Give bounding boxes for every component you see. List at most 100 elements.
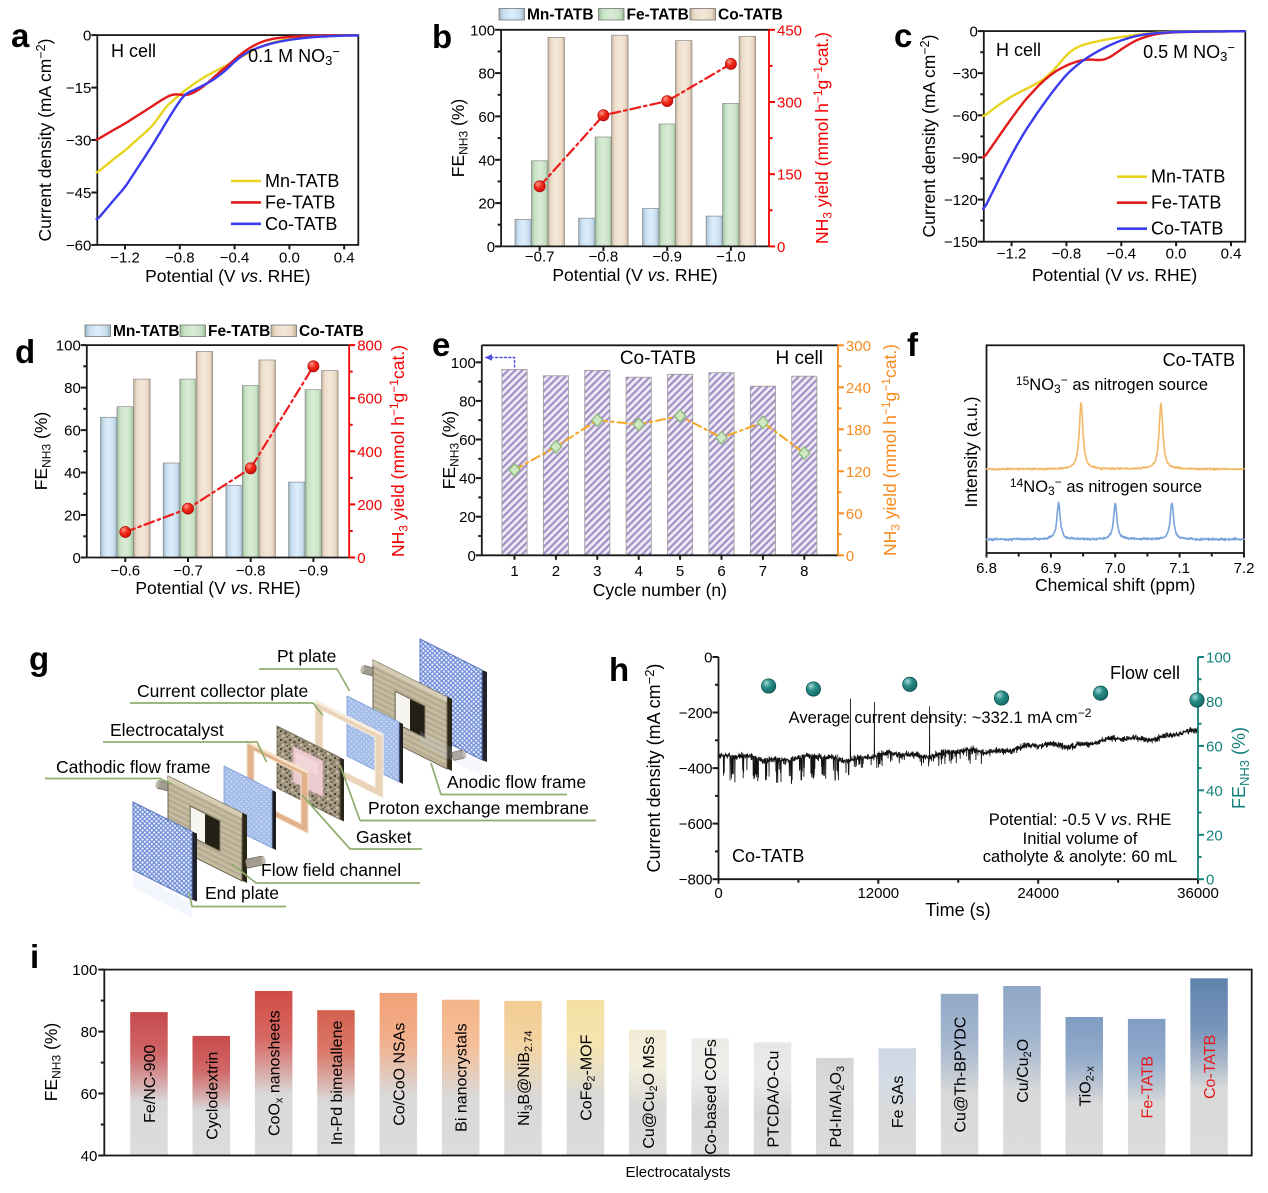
svg-text:Co-TATB: Co-TATB	[1163, 350, 1235, 370]
svg-text:NH3 yield (mmol h−1g−1cat.): NH3 yield (mmol h−1g−1cat.)	[879, 344, 903, 556]
svg-text:0.1 M NO3−: 0.1 M NO3−	[248, 44, 340, 68]
svg-text:4: 4	[635, 563, 643, 580]
svg-text:Current collector plate: Current collector plate	[137, 681, 308, 701]
svg-text:−0.9: −0.9	[652, 249, 682, 266]
svg-text:Co-TATB: Co-TATB	[620, 348, 696, 369]
svg-text:Electrocatalysts: Electrocatalysts	[625, 1164, 730, 1181]
svg-text:Cu/Cu2O: Cu/Cu2O	[1015, 1039, 1034, 1103]
svg-text:−0.7: −0.7	[525, 249, 555, 266]
svg-text:0: 0	[714, 885, 722, 902]
svg-text:0.0: 0.0	[279, 250, 300, 267]
svg-text:Cycle number (n): Cycle number (n)	[593, 580, 727, 600]
svg-text:60: 60	[1206, 738, 1223, 755]
svg-text:CoFe2-MOF: CoFe2-MOF	[578, 1034, 597, 1120]
svg-text:40: 40	[459, 471, 476, 488]
svg-text:Potential (V vs. RHE): Potential (V vs. RHE)	[552, 265, 717, 285]
svg-text:NH3 yield (mmol h−1g−1cat.): NH3 yield (mmol h−1g−1cat.)	[387, 345, 411, 557]
svg-text:Pd-In/Al2O3: Pd-In/Al2O3	[828, 1066, 847, 1148]
svg-text:400: 400	[357, 444, 382, 461]
svg-text:300: 300	[846, 338, 871, 355]
svg-text:Fe-TATB: Fe-TATB	[1140, 1056, 1157, 1119]
svg-text:3: 3	[593, 563, 601, 580]
svg-text:b: b	[432, 18, 452, 55]
svg-text:−1.2: −1.2	[997, 246, 1027, 263]
svg-text:20: 20	[64, 508, 81, 525]
svg-text:60: 60	[459, 432, 476, 449]
svg-text:Fe-TATB: Fe-TATB	[208, 323, 270, 340]
svg-text:−0.4: −0.4	[1106, 246, 1136, 263]
svg-text:−0.4: −0.4	[220, 250, 250, 267]
svg-text:Gasket: Gasket	[356, 827, 412, 847]
svg-text:Co-TATB: Co-TATB	[1202, 1035, 1219, 1099]
svg-text:Flow cell: Flow cell	[1110, 663, 1180, 683]
svg-text:FENH3 (%): FENH3 (%)	[448, 99, 471, 177]
svg-text:FENH3 (%): FENH3 (%)	[41, 1023, 64, 1101]
svg-text:Fe SAs: Fe SAs	[890, 1076, 907, 1128]
svg-text:Flow field channel: Flow field channel	[261, 860, 401, 880]
svg-text:g: g	[29, 640, 49, 677]
svg-text:100: 100	[451, 355, 476, 372]
svg-text:100: 100	[1206, 650, 1231, 667]
svg-text:Co-TATB: Co-TATB	[718, 7, 783, 24]
svg-text:NH3 yield (mmol h−1g−1cat.): NH3 yield (mmol h−1g−1cat.)	[811, 32, 835, 244]
svg-text:Cathodic flow frame: Cathodic flow frame	[56, 757, 211, 777]
svg-text:5: 5	[676, 563, 684, 580]
svg-text:Fe/NC-900: Fe/NC-900	[142, 1045, 159, 1123]
svg-text:Current density (mA cm−2): Current density (mA cm−2)	[34, 39, 55, 242]
svg-text:Fe-TATB: Fe-TATB	[627, 7, 689, 24]
svg-text:100: 100	[56, 338, 81, 355]
svg-text:−60: −60	[66, 237, 91, 254]
svg-text:40: 40	[81, 1148, 98, 1165]
svg-text:7.2: 7.2	[1234, 560, 1255, 577]
svg-text:Intensity (a.u.): Intensity (a.u.)	[961, 397, 981, 508]
svg-text:−0.8: −0.8	[589, 249, 619, 266]
svg-text:In-Pd bimetallene: In-Pd bimetallene	[329, 1021, 346, 1146]
svg-text:120: 120	[846, 464, 871, 481]
svg-text:Anodic flow frame: Anodic flow frame	[447, 772, 586, 792]
svg-text:0: 0	[1206, 872, 1214, 889]
svg-text:0: 0	[846, 548, 854, 565]
svg-text:800: 800	[357, 338, 382, 355]
svg-text:FENH3 (%): FENH3 (%)	[439, 411, 462, 489]
svg-text:Co-TATB: Co-TATB	[732, 846, 804, 866]
svg-text:Initial volume of: Initial volume of	[1023, 830, 1138, 848]
svg-text:−15: −15	[66, 80, 91, 97]
svg-text:100: 100	[470, 22, 495, 39]
svg-text:0: 0	[704, 650, 712, 667]
svg-text:−90: −90	[952, 150, 977, 167]
svg-text:80: 80	[1206, 694, 1223, 711]
svg-text:0: 0	[487, 239, 495, 256]
svg-text:−200: −200	[679, 705, 713, 722]
svg-text:8: 8	[800, 563, 808, 580]
svg-text:7.0: 7.0	[1105, 560, 1126, 577]
svg-text:15NO3− as nitrogen source: 15NO3− as nitrogen source	[1016, 373, 1208, 396]
svg-text:Pt plate: Pt plate	[277, 646, 336, 666]
svg-text:12000: 12000	[857, 885, 899, 902]
svg-text:200: 200	[357, 497, 382, 514]
svg-text:0.4: 0.4	[334, 250, 355, 267]
svg-text:−600: −600	[679, 816, 713, 833]
svg-text:Proton exchange membrane: Proton exchange membrane	[368, 798, 589, 818]
svg-text:0: 0	[467, 548, 475, 565]
svg-text:Mn-TATB: Mn-TATB	[113, 323, 180, 340]
svg-text:Fe-TATB: Fe-TATB	[265, 192, 335, 212]
svg-text:Ni3B@NiB2.74: Ni3B@NiB2.74	[516, 1031, 535, 1126]
svg-text:14NO3− as nitrogen source: 14NO3− as nitrogen source	[1010, 475, 1202, 498]
svg-text:−0.6: −0.6	[110, 563, 140, 580]
svg-text:0: 0	[357, 550, 365, 567]
svg-text:150: 150	[777, 167, 802, 184]
svg-text:Fe-TATB: Fe-TATB	[1151, 193, 1221, 213]
svg-text:−0.9: −0.9	[299, 563, 329, 580]
svg-text:Bi nanocrystals: Bi nanocrystals	[454, 1023, 471, 1132]
svg-text:H cell: H cell	[775, 348, 823, 369]
svg-text:100: 100	[72, 962, 97, 979]
svg-text:20: 20	[1206, 827, 1223, 844]
svg-text:Mn-TATB: Mn-TATB	[265, 171, 339, 191]
svg-text:0.4: 0.4	[1221, 246, 1242, 263]
svg-text:Potential: -0.5 V vs. RHE: Potential: -0.5 V vs. RHE	[989, 811, 1172, 829]
svg-text:60: 60	[64, 423, 81, 440]
svg-text:Potential (V vs. RHE): Potential (V vs. RHE)	[135, 578, 300, 598]
svg-text:6.8: 6.8	[976, 560, 997, 577]
svg-text:H cell: H cell	[996, 40, 1041, 60]
svg-text:−800: −800	[679, 872, 713, 889]
